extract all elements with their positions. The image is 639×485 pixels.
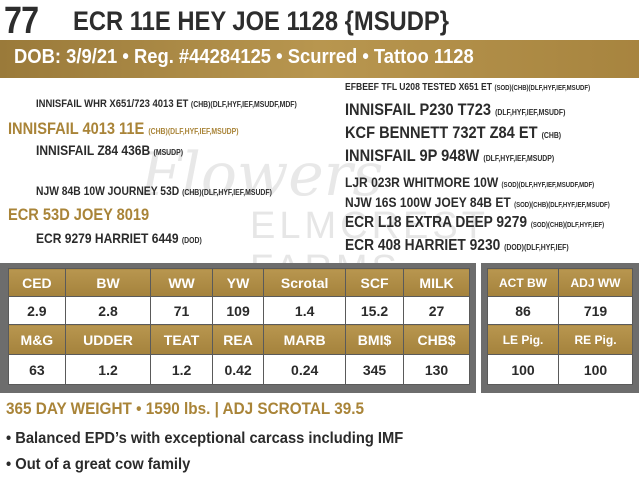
lot-number: 77	[4, 0, 39, 42]
epd-table: CED BW WW YW Scrotal SCF MILK 2.9 2.8 71…	[8, 268, 470, 385]
epd-header-yw: YW	[211, 268, 265, 297]
pedigree-sire-sire-sire: INNISFAIL WHR X651/723 4013 ET (CHB)(DLF…	[36, 98, 297, 110]
epd-header-mg: M&G	[8, 324, 66, 355]
epd-header-bmi: BMI$	[344, 324, 405, 355]
epd-value-yw: 109	[211, 296, 265, 325]
watermark-script: Flowers	[140, 140, 384, 210]
epd-header-scf: SCF	[344, 268, 405, 297]
epd-header-udder: UDDER	[64, 324, 152, 355]
epd-header-chb: CHB$	[403, 324, 470, 355]
epd-value-ced: 2.9	[8, 296, 66, 325]
info-bar	[0, 40, 639, 78]
info-bar-text: DOB: 3/9/21 • Reg. #44284125 • Scurred •…	[14, 46, 474, 68]
re-pig-value: 100	[558, 354, 633, 385]
bullet-item: • Balanced EPD’s with exceptional carcas…	[6, 430, 404, 447]
epd-header-milk: MILK	[403, 268, 470, 297]
adj-ww-header: ADJ WW	[558, 268, 633, 297]
act-bw-value: 86	[486, 296, 560, 325]
bullet-item: • Out of a great cow family	[6, 456, 191, 473]
epd-header-ww: WW	[150, 268, 213, 297]
epd-header-teat: TEAT	[150, 324, 213, 355]
pedigree-dam-dd: ECR 408 HARRIET 9230 (DOD)(DLF,HYF,IEF)	[345, 237, 569, 254]
pedigree-dam-d-sire: ECR L18 EXTRA DEEP 9279 (SOD)(CHB)(DLF,H…	[345, 214, 605, 231]
epd-header-scrotal: Scrotal	[263, 268, 346, 297]
pedigree-dam-ds: NJW 16S 100W JOEY 84B ET (SOD)(CHB)(DLF,…	[345, 194, 610, 210]
epd-value-chb: 130	[403, 354, 470, 385]
pedigree-sire-sire: INNISFAIL 4013 11E (CHB)(DLF,HYF,IEF,MSU…	[8, 119, 239, 138]
le-pig-header: LE Pig.	[486, 324, 560, 355]
pedigree-sire-dam-sire: NJW 84B 10W JOURNEY 53D (CHB)(DLF,HYF,IE…	[36, 184, 272, 198]
epd-value-scrotal: 1.4	[263, 296, 346, 325]
epd-value-scf: 15.2	[344, 296, 405, 325]
pedigree-dam-sss: EFBEEF TFL U208 TESTED X651 ET (SOD)(CHB…	[345, 82, 591, 93]
pedigree-sire-sire-dam: INNISFAIL Z84 436B (MSUDP)	[36, 142, 183, 158]
epd-header-marb: MARB	[263, 324, 346, 355]
epd-value-marb: 0.24	[263, 354, 346, 385]
epd-value-ww: 71	[150, 296, 213, 325]
weight-summary: 365 DAY WEIGHT • 1590 lbs. | ADJ SCROTAL…	[6, 399, 364, 418]
pedigree-dam-sd: INNISFAIL 9P 948W (DLF,HYF,IEF,MSUDP)	[345, 146, 555, 165]
pedigree-sire-dam: ECR 53D JOEY 8019	[8, 205, 150, 224]
epd-value-milk: 27	[403, 296, 470, 325]
le-pig-value: 100	[486, 354, 560, 385]
epd-header-bw: BW	[64, 268, 152, 297]
animal-title: ECR 11E HEY JOE 1128 {MSUDP}	[73, 6, 449, 36]
act-bw-header: ACT BW	[486, 268, 560, 297]
re-pig-header: RE Pig.	[558, 324, 633, 355]
pedigree-dam-dss: LJR 023R WHITMORE 10W (SOD)(DLF,HYF,IEF,…	[345, 174, 595, 190]
epd-value-bw: 2.8	[64, 296, 152, 325]
epd-value-bmi: 345	[344, 354, 405, 385]
adj-ww-value: 719	[558, 296, 633, 325]
epd-header-rea: REA	[211, 324, 265, 355]
pedigree-sire-dam-dam: ECR 9279 HARRIET 6449 (DOD)	[36, 230, 202, 246]
epd-header-ced: CED	[8, 268, 66, 297]
pedigree-dam-ssd: KCF BENNETT 732T Z84 ET (CHB)	[345, 123, 562, 142]
actual-table: ACT BW ADJ WW 86 719 LE Pig. RE Pig. 100…	[486, 268, 633, 385]
epd-value-rea: 0.42	[211, 354, 265, 385]
epd-value-mg: 63	[8, 354, 66, 385]
epd-value-teat: 1.2	[150, 354, 213, 385]
pedigree-dam-ss: INNISFAIL P230 T723 (DLF,HYF,IEF,MSUDF)	[345, 100, 566, 119]
epd-value-udder: 1.2	[64, 354, 152, 385]
